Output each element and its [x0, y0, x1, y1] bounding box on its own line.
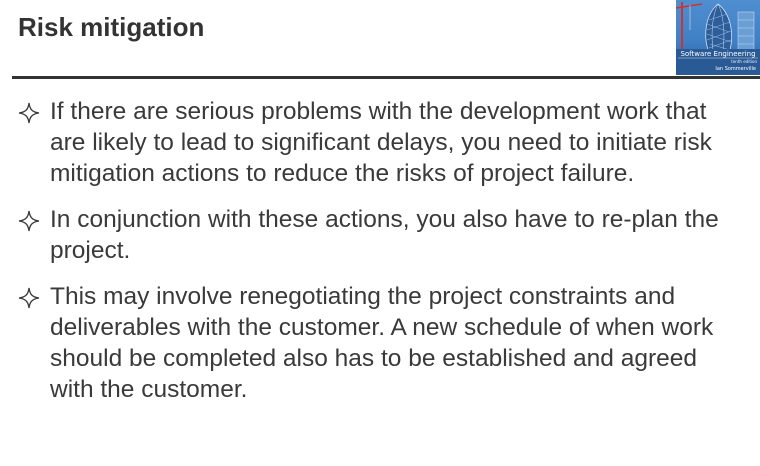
four-point-star-icon [18, 210, 40, 232]
slide-title: Risk mitigation [18, 12, 205, 42]
bullet-item: In conjunction with these actions, you a… [0, 204, 760, 266]
four-point-star-icon [18, 102, 40, 124]
book-cover-image: Software Engineering tenth edition Ian S… [676, 0, 760, 75]
bullet-item: If there are serious problems with the d… [0, 96, 760, 189]
four-point-star-icon [18, 287, 40, 309]
cover-illustration [676, 2, 760, 75]
bullet-list: If there are serious problems with the d… [0, 96, 760, 420]
bullet-item: This may involve renegotiating the proje… [0, 281, 760, 405]
cover-title: Software Engineering [680, 50, 756, 58]
bullet-text: This may involve renegotiating the proje… [50, 283, 714, 403]
cover-author: Ian Sommerville [715, 66, 756, 72]
bullet-text: If there are serious problems with the d… [50, 98, 712, 187]
cover-edition: tenth edition [731, 59, 757, 64]
bullet-text: In conjunction with these actions, you a… [50, 206, 719, 264]
header-divider [12, 76, 760, 79]
slide-header: Risk mitigation Software Engineering ten… [0, 0, 760, 79]
